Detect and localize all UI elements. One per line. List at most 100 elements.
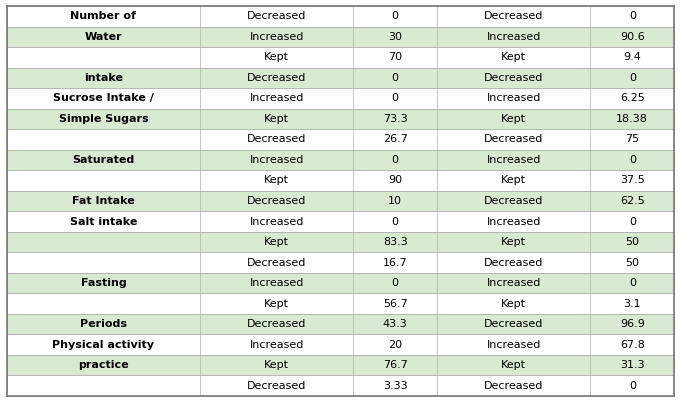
Text: Decreased: Decreased: [484, 196, 543, 206]
Text: 0: 0: [629, 73, 636, 83]
Text: 73.3: 73.3: [383, 114, 407, 124]
Text: 75: 75: [625, 134, 639, 144]
Text: 16.7: 16.7: [383, 258, 407, 268]
Text: 0: 0: [392, 73, 398, 83]
Bar: [7, 88, 674, 109]
Bar: [7, 252, 674, 273]
Text: 31.3: 31.3: [620, 360, 644, 370]
Text: Decreased: Decreased: [247, 258, 306, 268]
Text: 20: 20: [388, 340, 402, 350]
Text: 83.3: 83.3: [383, 237, 407, 247]
Text: Increased: Increased: [486, 155, 541, 165]
Text: Decreased: Decreased: [247, 196, 306, 206]
Bar: [7, 68, 674, 88]
Text: practice: practice: [78, 360, 129, 370]
Text: Increased: Increased: [486, 340, 541, 350]
Bar: [7, 150, 674, 170]
Text: 90.6: 90.6: [620, 32, 645, 42]
Text: Simple Sugars: Simple Sugars: [59, 114, 148, 124]
Text: Kept: Kept: [501, 114, 526, 124]
Bar: [7, 273, 674, 293]
Text: Kept: Kept: [264, 114, 289, 124]
Text: 0: 0: [629, 381, 636, 391]
Text: 0: 0: [629, 216, 636, 226]
Text: 6.25: 6.25: [620, 93, 645, 103]
Text: 3.1: 3.1: [623, 299, 641, 309]
Bar: [7, 376, 674, 396]
Text: Increased: Increased: [249, 32, 304, 42]
Text: 37.5: 37.5: [620, 176, 645, 186]
Text: 70: 70: [388, 52, 402, 62]
Text: 0: 0: [392, 155, 398, 165]
Text: Increased: Increased: [249, 93, 304, 103]
Text: Increased: Increased: [486, 216, 541, 226]
Text: 56.7: 56.7: [383, 299, 407, 309]
Bar: [7, 211, 674, 232]
Bar: [7, 47, 674, 68]
Text: Kept: Kept: [501, 360, 526, 370]
Bar: [7, 334, 674, 355]
Text: Decreased: Decreased: [247, 319, 306, 329]
Text: Kept: Kept: [264, 176, 289, 186]
Bar: [7, 355, 674, 376]
Text: Increased: Increased: [249, 216, 304, 226]
Text: Saturated: Saturated: [72, 155, 135, 165]
Text: Kept: Kept: [501, 237, 526, 247]
Text: 76.7: 76.7: [383, 360, 408, 370]
Bar: [7, 109, 674, 129]
Text: 0: 0: [392, 11, 398, 21]
Text: 0: 0: [392, 93, 398, 103]
Text: Increased: Increased: [486, 93, 541, 103]
Text: Increased: Increased: [249, 155, 304, 165]
Text: Decreased: Decreased: [247, 134, 306, 144]
Text: 0: 0: [392, 278, 398, 288]
Text: Increased: Increased: [486, 278, 541, 288]
Text: Number of: Number of: [70, 11, 136, 21]
Text: Decreased: Decreased: [484, 381, 543, 391]
Text: Decreased: Decreased: [484, 11, 543, 21]
Text: intake: intake: [84, 73, 123, 83]
Text: Decreased: Decreased: [484, 73, 543, 83]
Text: Kept: Kept: [501, 52, 526, 62]
Bar: [7, 170, 674, 191]
Text: 10: 10: [388, 196, 402, 206]
Bar: [7, 6, 674, 26]
Text: Sucrose Intake /: Sucrose Intake /: [53, 93, 154, 103]
Bar: [7, 26, 674, 47]
Text: Decreased: Decreased: [247, 73, 306, 83]
Bar: [7, 293, 674, 314]
Bar: [7, 129, 674, 150]
Text: Increased: Increased: [486, 32, 541, 42]
Text: 90: 90: [388, 176, 402, 186]
Text: Kept: Kept: [264, 360, 289, 370]
Text: Increased: Increased: [249, 278, 304, 288]
Text: 3.33: 3.33: [383, 381, 407, 391]
Text: 0: 0: [629, 11, 636, 21]
Text: 30: 30: [388, 32, 402, 42]
Text: Fat Intake: Fat Intake: [72, 196, 135, 206]
Text: Kept: Kept: [501, 176, 526, 186]
Text: Physical activity: Physical activity: [52, 340, 155, 350]
Text: 9.4: 9.4: [623, 52, 642, 62]
Text: Water: Water: [84, 32, 123, 42]
Text: 18.38: 18.38: [616, 114, 648, 124]
Bar: [7, 191, 674, 211]
Text: 50: 50: [625, 258, 639, 268]
Text: Periods: Periods: [80, 319, 127, 329]
Text: Decreased: Decreased: [484, 258, 543, 268]
Text: 50: 50: [625, 237, 639, 247]
Text: Increased: Increased: [249, 340, 304, 350]
Text: Decreased: Decreased: [484, 319, 543, 329]
Text: 0: 0: [629, 278, 636, 288]
Bar: [7, 232, 674, 252]
Text: Salt intake: Salt intake: [69, 216, 137, 226]
Text: Kept: Kept: [264, 52, 289, 62]
Text: Decreased: Decreased: [247, 11, 306, 21]
Bar: [7, 314, 674, 334]
Text: Kept: Kept: [264, 237, 289, 247]
Text: 96.9: 96.9: [620, 319, 645, 329]
Text: Fasting: Fasting: [80, 278, 127, 288]
Text: 0: 0: [629, 155, 636, 165]
Text: 26.7: 26.7: [383, 134, 408, 144]
Text: Kept: Kept: [264, 299, 289, 309]
